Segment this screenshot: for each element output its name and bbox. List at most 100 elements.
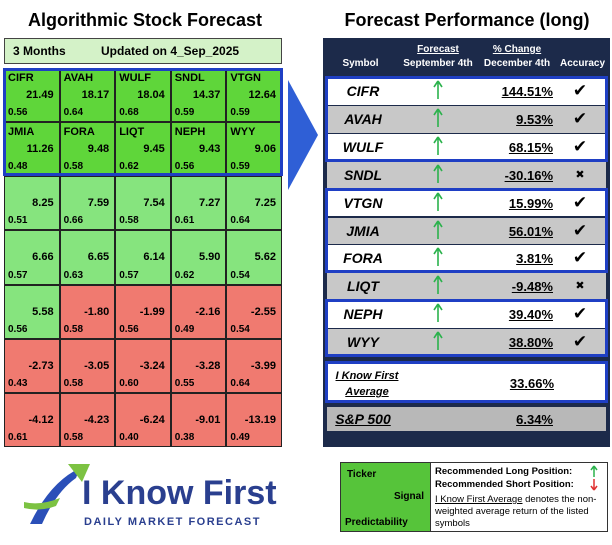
cell-predictability: 0.64 xyxy=(63,107,84,119)
table-row: JMIA 56.01% ✔ xyxy=(327,217,606,245)
cell-signal: -2.55 xyxy=(250,305,276,318)
row-symbol: WULF xyxy=(342,138,384,155)
cell-predictability: 0.57 xyxy=(119,269,139,281)
cell-signal: 7.54 xyxy=(143,197,165,210)
cell-signal: 5.62 xyxy=(254,251,276,264)
grid-cell: FORA 9.48 0.58 xyxy=(59,122,116,177)
cell-predictability: 0.59 xyxy=(230,107,250,119)
left-title: Algorithmic Stock Forecast xyxy=(27,10,263,30)
benchmark-change: 6.34% xyxy=(516,412,553,427)
cell-signal: 6.14 xyxy=(143,251,165,264)
legend-average-term: I Know First Average xyxy=(435,494,523,505)
cell-predictability: 0.64 xyxy=(230,215,250,227)
col-forecast-date: September 4th xyxy=(403,58,473,69)
average-label: I Know First Average xyxy=(335,370,399,398)
grid-cell: 7.27 0.61 xyxy=(170,176,227,231)
grid-cell: LIQT 9.45 0.62 xyxy=(115,122,171,177)
legend-long: Recommended Long Position: xyxy=(435,466,573,477)
grid-cell: -3.24 0.60 xyxy=(115,338,171,393)
grid-cell: WYY 9.06 0.59 xyxy=(226,122,282,177)
col-change-date: December 4th xyxy=(483,58,551,69)
cell-predictability: 0.56 xyxy=(8,323,28,335)
grid-cell: -1.80 0.58 xyxy=(59,284,116,339)
cell-ticker: JMIA xyxy=(8,126,35,139)
grid-cell: 8.25 0.51 xyxy=(4,176,60,231)
cell-signal: 7.27 xyxy=(198,197,221,210)
row-symbol: WYY xyxy=(347,334,379,351)
legend: Ticker Signal Predictability Recommended… xyxy=(340,462,608,532)
row-change: -30.16% xyxy=(504,167,553,183)
cell-predictability: 0.56 xyxy=(8,107,28,119)
grid-cell: 5.58 0.56 xyxy=(4,284,60,339)
cell-signal: -3.05 xyxy=(84,359,110,372)
cell-signal: 7.25 xyxy=(254,197,276,210)
cell-ticker: VTGN xyxy=(230,72,261,84)
col-accuracy: Accuracy xyxy=(559,58,606,69)
grid-cell: 6.14 0.57 xyxy=(115,230,171,285)
row-symbol: SNDL xyxy=(343,166,383,183)
table-row: FORA 3.81% ✔ xyxy=(327,245,606,273)
grid-cell: -2.73 0.43 xyxy=(4,338,60,393)
cell-signal: 9.43 xyxy=(198,143,221,156)
table-row: WYY 38.80% ✔ xyxy=(327,329,606,356)
forecast-arrow xyxy=(433,192,443,211)
benchmark-label: S&P 500 xyxy=(335,411,391,427)
grid-cell: JMIA 11.26 0.48 xyxy=(4,122,60,177)
cell-predictability: 0.59 xyxy=(174,107,195,119)
cell-predictability: 0.66 xyxy=(63,215,84,227)
cell-predictability: 0.58 xyxy=(63,323,84,335)
cell-signal: 5.90 xyxy=(198,251,221,264)
cell-signal: -3.24 xyxy=(139,359,165,372)
right-title: Forecast Performance (long) xyxy=(344,10,590,30)
legend-short: Recommended Short Position: xyxy=(435,479,574,490)
cell-ticker: LIQT xyxy=(119,126,145,139)
forecast-arrow xyxy=(433,80,443,99)
cell-ticker: WYY xyxy=(230,126,256,139)
cell-predictability: 0.58 xyxy=(63,161,84,173)
col-change: % Change xyxy=(492,44,542,55)
updated: Updated on 4_Sep_2025 xyxy=(101,44,240,58)
cell-predictability: 0.57 xyxy=(8,269,28,281)
cell-signal: -4.23 xyxy=(84,413,110,426)
cell-ticker: NEPH xyxy=(174,126,206,139)
cell-signal: -1.99 xyxy=(139,305,165,318)
grid-cell: WULF 18.04 0.68 xyxy=(115,68,171,123)
grid-cell: -2.16 0.49 xyxy=(170,284,227,339)
average-row: I Know First Average 33.66% xyxy=(325,361,608,403)
logo: I Know First DAILY MARKET FORECAST xyxy=(20,462,310,542)
grid-cell: 6.66 0.57 xyxy=(4,230,60,285)
forecast-arrow xyxy=(433,164,443,183)
cell-predictability: 0.59 xyxy=(230,161,250,173)
forecast-arrow xyxy=(433,247,443,267)
cell-ticker: WULF xyxy=(119,72,151,84)
average-change: 33.66% xyxy=(509,376,554,391)
row-symbol: LIQT xyxy=(347,278,379,295)
row-accuracy: ✔ xyxy=(572,81,588,100)
forecast-arrow xyxy=(433,303,443,323)
cell-predictability: 0.61 xyxy=(8,431,28,443)
legend-down xyxy=(590,479,598,491)
arrow-graphic xyxy=(288,80,318,190)
cell-signal: -13.19 xyxy=(244,413,276,426)
cell-predictability: 0.40 xyxy=(119,431,139,443)
cell-predictability: 0.51 xyxy=(8,215,28,227)
grid-cell: -3.05 0.58 xyxy=(59,338,116,393)
forecast-arrow xyxy=(433,220,443,239)
benchmark-row: S&P 500 6.34% xyxy=(327,407,606,431)
cell-signal: 7.59 xyxy=(87,197,110,210)
cell-signal: 6.65 xyxy=(87,251,110,264)
row-accuracy: ✔ xyxy=(572,304,588,324)
cell-signal: 6.66 xyxy=(32,251,54,264)
grid-cell: -3.28 0.55 xyxy=(170,338,227,393)
cell-signal: -2.16 xyxy=(195,305,221,318)
table-row: CIFR 144.51% ✔ xyxy=(327,78,606,105)
row-change: 38.80% xyxy=(508,335,553,351)
group-outline xyxy=(325,187,608,274)
row-symbol: AVAH xyxy=(344,110,382,127)
table-row: WULF 68.15% ✔ xyxy=(327,133,606,161)
grid-cell: -2.55 0.54 xyxy=(226,284,282,339)
logo-name: I Know First xyxy=(82,474,277,512)
cell-predictability: 0.43 xyxy=(8,377,28,389)
cell-signal: 9.06 xyxy=(254,143,276,156)
